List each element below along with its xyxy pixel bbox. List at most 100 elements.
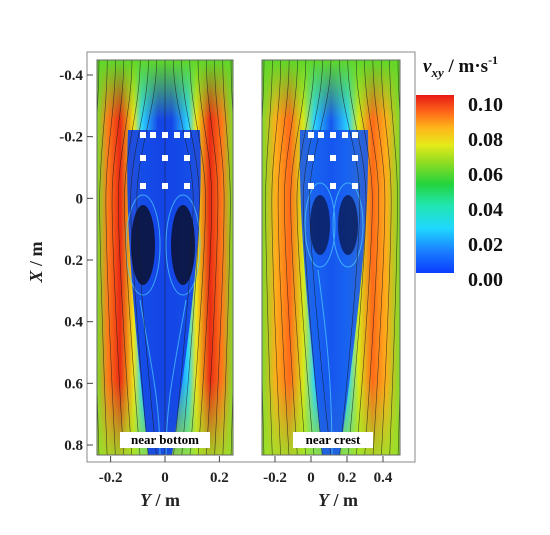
streamline [130,60,149,455]
streamline [222,60,231,455]
streamlines [262,60,400,455]
colorbar-tick-label: 0.00 [468,269,503,291]
x-tick-label: 0.4 [374,470,393,486]
streamline [355,60,373,455]
cylinder [330,183,336,189]
cylinder-array [140,132,190,189]
streamline [380,60,392,455]
streamline [124,60,141,455]
y-tick-label: 0.8 [64,438,83,454]
panel-near-bottom: near bottom [97,60,233,455]
streamline [181,60,200,455]
cylinder [308,132,314,138]
streamline [99,60,108,455]
vortex-left [310,195,330,255]
y-tick-label: 0.2 [64,253,83,269]
cylinder [140,155,146,161]
x-tick-label: 0.2 [338,470,357,486]
streamline [277,60,290,455]
cylinder [184,183,190,189]
cylinder [352,132,358,138]
streamline [271,60,282,455]
streamline [339,60,361,455]
streamline [136,60,157,455]
y-tick-label: 0.6 [64,376,83,392]
streamline [372,60,386,455]
colorbar-ticks: 0.10 0.08 0.06 0.04 0.02 0.00 [468,94,503,291]
colorbar-tick-label: 0.10 [468,94,503,116]
colorbar-tick-label: 0.04 [468,199,503,221]
cylinder [150,132,156,138]
vortex-right [338,195,358,255]
panel-label-box [293,432,373,448]
vortex-contours [304,182,364,455]
streamline [347,60,367,455]
cylinder [184,132,190,138]
panel-label: near bottom [131,432,199,447]
streamline [189,60,206,455]
y-axis: -0.4 -0.2 0 0.2 0.4 0.6 0.8 [59,68,93,454]
streamline [214,60,225,455]
cylinder [162,155,168,161]
colorbar-tick-label: 0.08 [468,129,503,151]
streamline [309,60,332,455]
cylinder [318,132,324,138]
panel-label-box [120,432,210,448]
streamline [111,60,125,455]
plot-frame-right [261,59,401,456]
colorbar-tick-label: 0.02 [468,234,503,256]
streamline [105,60,116,455]
x-tick-label: 0 [161,470,169,486]
x-axis-label-left: Y / m [140,490,180,510]
x-tick-label: -0.2 [99,470,123,486]
cylinder [308,155,314,161]
cylinder [330,132,336,138]
streamline [364,60,379,455]
cylinder [352,183,358,189]
streamline [205,60,219,455]
colorbar-gradient [416,95,454,273]
y-tick-label: -0.2 [59,130,83,146]
colorbar-title: vxy / m·s-1 [423,53,498,80]
plot-frame-left [96,59,234,456]
streamline [197,60,213,455]
cylinder [162,132,168,138]
streamline [117,60,133,455]
x-axis-left: -0.2 0 0.2 [99,456,229,486]
x-tick-label: -0.2 [263,470,287,486]
inflow-region [262,60,400,120]
axes-frame [86,51,416,463]
cylinder [174,132,180,138]
streamline [284,60,298,455]
cylinder [162,183,168,189]
cylinder [308,183,314,189]
panel-near-crest: near crest [262,60,400,455]
y-tick-label: -0.4 [59,68,83,84]
vortex-left [131,205,155,285]
streamline [296,60,315,455]
y-tick-label: 0.4 [64,315,83,331]
streamline [290,60,307,455]
cylinder-array [308,132,358,189]
cylinder [352,155,358,161]
cylinder [330,155,336,161]
cylinder [140,132,146,138]
vortex-contours [125,194,201,455]
x-axis-right: -0.2 0 0.2 0.4 [263,456,393,486]
x-tick-label: 0.2 [210,470,229,486]
colorbar: vxy / m·s-1 0.10 0.08 0.06 0.04 0.02 0.00 [416,53,503,291]
x-axis-label-right: Y / m [318,490,358,510]
x-tick-label: 0 [307,470,315,486]
y-tick-label: 0 [76,191,84,207]
cylinder [342,132,348,138]
cylinder [140,183,146,189]
streamline [265,60,273,455]
streamline [389,60,398,455]
y-axis-label: X / m [26,241,46,283]
colorbar-tick-label: 0.06 [468,164,503,186]
streamline [302,60,323,455]
cylinder [184,155,190,161]
panel-label: near crest [306,432,361,447]
vortex-right [171,205,195,285]
